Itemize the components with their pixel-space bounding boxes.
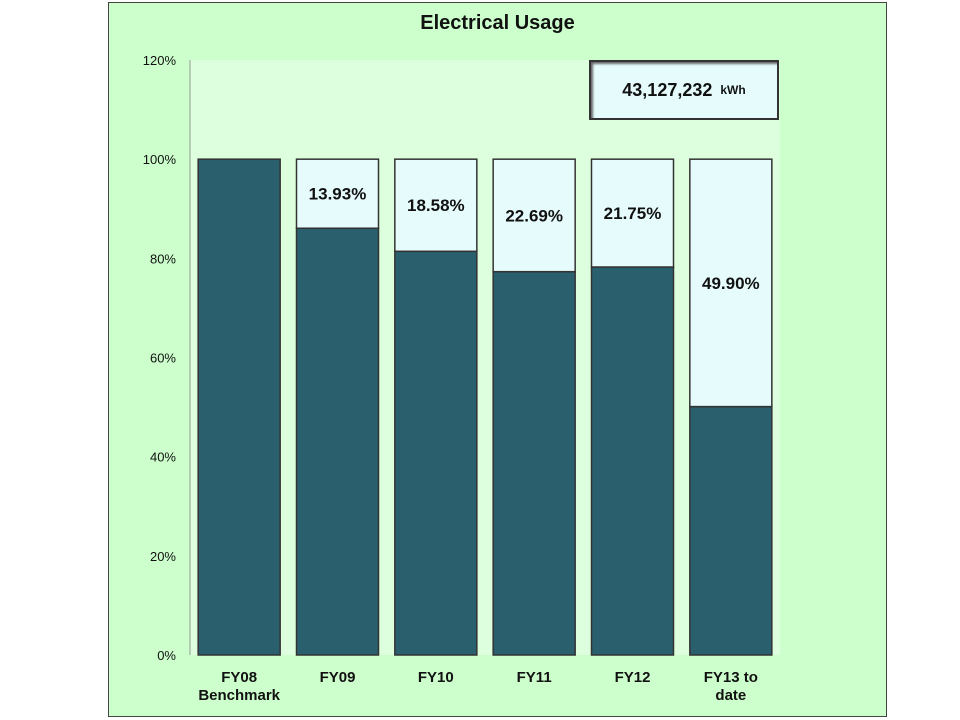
- total-kwh-value: 43,127,232: [622, 79, 713, 100]
- y-tick-label: 60%: [150, 351, 176, 366]
- savings-bar: [590, 158, 675, 268]
- chart-title: Electrical Usage: [420, 12, 575, 34]
- y-tick-label: 0%: [157, 648, 176, 663]
- x-tick-label: FY12: [615, 669, 651, 686]
- x-tick-label: FY08: [221, 669, 257, 686]
- x-tick-label: FY09: [320, 669, 356, 686]
- data-label: 22.69%: [505, 206, 563, 225]
- total-kwh-box: 43,127,232 kWh: [589, 60, 779, 120]
- usage-bar: [492, 270, 576, 656]
- savings-bar: [689, 158, 773, 408]
- data-label: 18.58%: [407, 196, 465, 215]
- y-tick-label: 20%: [150, 549, 176, 564]
- x-tick-label: date: [715, 687, 746, 704]
- savings-bar: [492, 158, 576, 273]
- total-kwh-unit: kWh: [720, 83, 746, 97]
- usage-bar: [394, 250, 478, 656]
- usage-bar: [689, 405, 773, 656]
- x-tick-label: Benchmark: [198, 687, 280, 704]
- savings-bar: [295, 158, 380, 229]
- x-tick-label: FY10: [418, 669, 454, 686]
- plot-area: [190, 60, 780, 655]
- data-label: 49.90%: [702, 274, 760, 293]
- y-tick-label: 100%: [143, 152, 177, 167]
- y-tick-label: 40%: [150, 450, 176, 465]
- usage-bar: [295, 227, 380, 656]
- x-tick-label: FY11: [517, 669, 552, 686]
- data-label: 13.93%: [309, 185, 367, 204]
- usage-bar: [590, 266, 675, 656]
- y-tick-label: 80%: [150, 251, 176, 266]
- savings-bar: [394, 158, 478, 253]
- y-tick-label: 120%: [143, 53, 177, 68]
- usage-bar: [197, 158, 281, 656]
- x-tick-label: FY13 to: [704, 669, 758, 686]
- data-label: 21.75%: [604, 204, 662, 223]
